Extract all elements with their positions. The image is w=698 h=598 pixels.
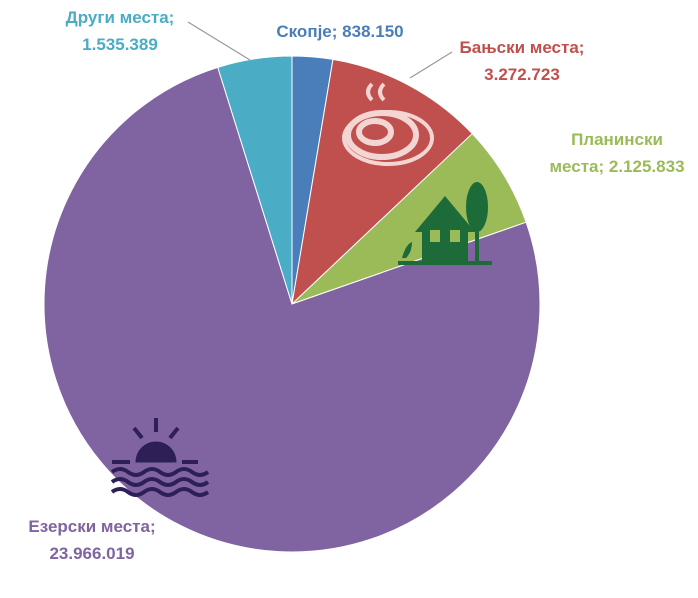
slice-label: Скопје; 838.150 [230, 18, 450, 45]
category-label: Бањски места; [459, 38, 585, 57]
value-label: 23.966.019 [49, 544, 135, 563]
category-label: Други места; [65, 8, 175, 27]
lake-icon [110, 418, 210, 497]
leader-line [409, 51, 453, 79]
pie-slice [217, 55, 293, 305]
value-label: 1.535.389 [82, 35, 158, 54]
slice-label: Езерски места; 23.966.019 [0, 513, 192, 567]
category-label: Скопје; [276, 22, 338, 41]
slice-label: Други места; 1.535.389 [20, 4, 220, 58]
pie-slice [291, 58, 473, 306]
value-label: 838.150 [342, 22, 404, 41]
category-label: Планински места; [549, 130, 663, 176]
slice-label: Планински места; 2.125.833 [542, 126, 692, 180]
slice-label: Бањски места; 3.272.723 [412, 34, 632, 88]
value-label: 2.125.833 [608, 157, 685, 176]
value-label: 3.272.723 [484, 65, 560, 84]
pie-slice [43, 66, 541, 553]
spa-icon [342, 82, 434, 166]
leader-line [187, 21, 251, 61]
house-icon [398, 182, 492, 265]
category-label: Езерски места; [28, 517, 156, 536]
